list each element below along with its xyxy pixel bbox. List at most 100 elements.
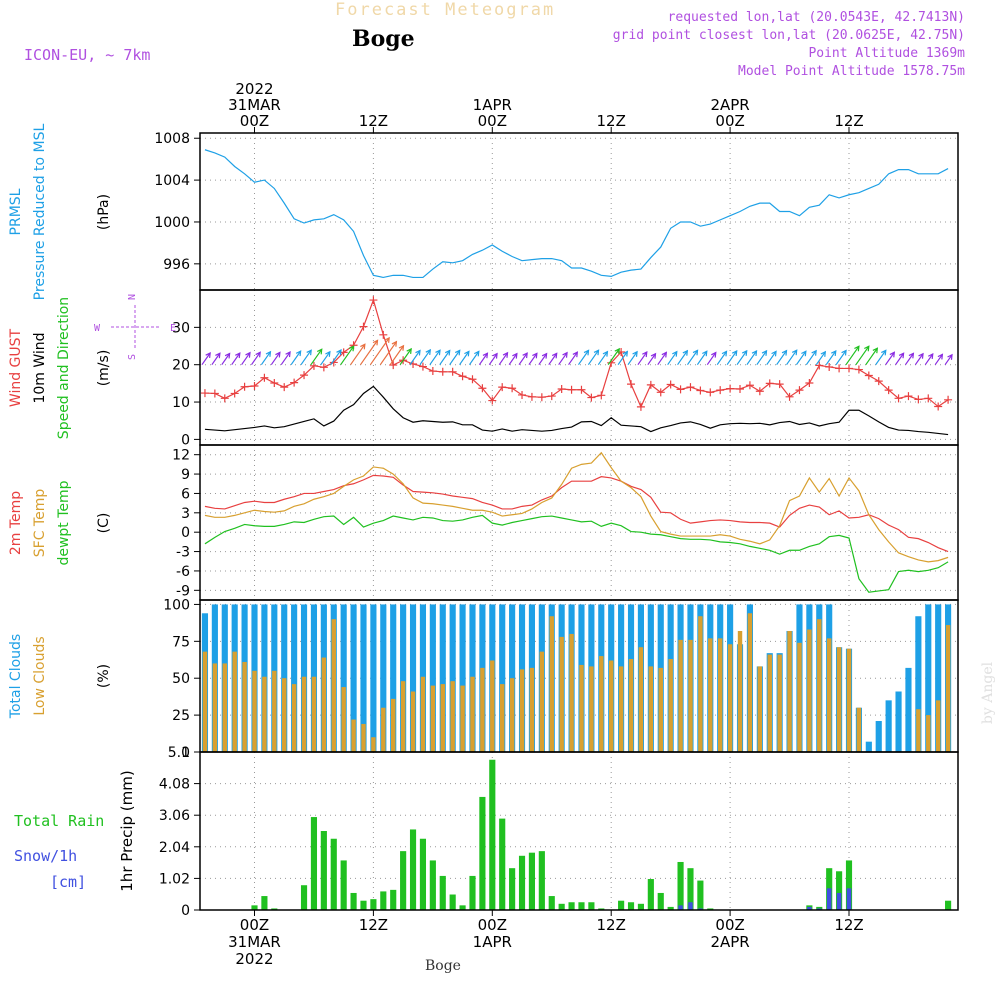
panel-frame [199,751,959,911]
wind-arrow-head [593,349,600,356]
bar-low [381,707,386,752]
gust-marker [656,388,665,397]
gust-marker [210,389,219,398]
wind-arrow-head [682,349,689,356]
wind-arrow [300,349,312,366]
wind-arrow-head [384,336,390,343]
bar-rain [568,902,575,910]
gust-marker [300,371,309,380]
bar-low [301,676,307,752]
watermark: by Angel [980,661,996,725]
gust-marker [884,386,893,395]
wind-arrow-head [741,349,748,356]
wind-arrow-head [751,349,758,357]
y-tick-label: 75 [172,634,190,650]
bar-total [459,604,466,752]
wind-arrow-head [801,350,807,357]
bar-rain [429,860,436,910]
bar-total [499,604,506,752]
time-label-top: 1APR [473,96,512,114]
wind-arrow [716,351,728,366]
gust-marker [428,367,437,376]
gust-marker [874,377,883,386]
bar-total [865,741,872,752]
bar-snow [807,906,812,910]
bar-low [628,659,634,752]
bar-low [519,669,525,752]
wind-arrow [350,343,366,366]
wind-arrow [528,353,538,366]
wind-arrow [726,350,738,366]
bar-low [777,654,782,752]
wind-arrow [498,352,509,366]
wind-arrow [538,353,548,366]
wind-arrow [647,353,656,366]
bar-rain [667,906,674,910]
wind-arrow-head [512,352,518,359]
bar-low [945,625,951,752]
wind-arrow-head [235,352,241,359]
bar-low [559,636,564,752]
wind-arrow-head [702,350,708,357]
time-label-bottom: 00Z [240,916,269,934]
wind-arrow [330,349,342,366]
wind-arrow [746,350,758,366]
bar-rain [419,838,427,910]
bar-rain [528,852,536,910]
panel-label: 1hr Precip (mm) [118,770,136,892]
wind-arrow [924,353,934,366]
bar-rain [271,908,278,910]
wind-arrow-head [947,353,953,360]
bar-low [757,666,763,752]
wind-arrow-head [881,349,887,356]
bar-low [450,681,455,752]
bar-rain [538,851,545,910]
wind-arrow [369,337,390,366]
bar-low [797,642,802,752]
time-label-top: 12Z [359,112,388,130]
bar-low [262,676,267,752]
wind-arrow [825,350,837,366]
wind-arrow [934,354,943,366]
bar-total [360,604,367,752]
bar-low [311,676,317,752]
gust-marker [488,396,497,405]
bar-rain [439,875,446,910]
wind-arrow-head [872,347,879,354]
bar-rain [509,868,516,910]
bar-rain [697,880,704,910]
bar-low [708,638,713,752]
bar-low [282,678,287,752]
bar-total [875,721,882,752]
gust-marker [785,392,794,401]
wind-arrow-head [215,352,221,359]
wind-arrow [379,341,397,366]
wind-arrow-head [464,350,470,357]
compass-east: E [170,323,176,334]
gust-marker [627,380,636,389]
y-tick-label: -9 [176,583,190,599]
wind-arrow-head [602,350,609,357]
gust-marker [646,380,655,389]
gust-marker [230,389,239,398]
wind-arrow-head [551,352,558,359]
wind-arrow [667,351,678,366]
wind-arrow-head [245,351,251,358]
wind-arrow-head [406,347,412,354]
bar-snow [836,892,842,910]
y-tick-label: 6 [181,486,190,502]
gust-marker [518,390,527,399]
model-altitude: Model Point Altitude 1578.75m [738,64,965,79]
bar-rain [300,885,308,910]
wind-arrow-head [711,351,717,358]
wind-arrow [776,350,788,366]
bar-total [409,604,417,752]
bar-low [272,670,277,752]
wind-arrow [627,351,638,366]
bar-rain [687,868,694,910]
y-tick-label: -3 [176,545,190,561]
panel-label: dewpt Temp [56,479,72,566]
bar-low [698,616,703,752]
bar-rain [380,891,387,910]
gust-marker [765,379,774,388]
